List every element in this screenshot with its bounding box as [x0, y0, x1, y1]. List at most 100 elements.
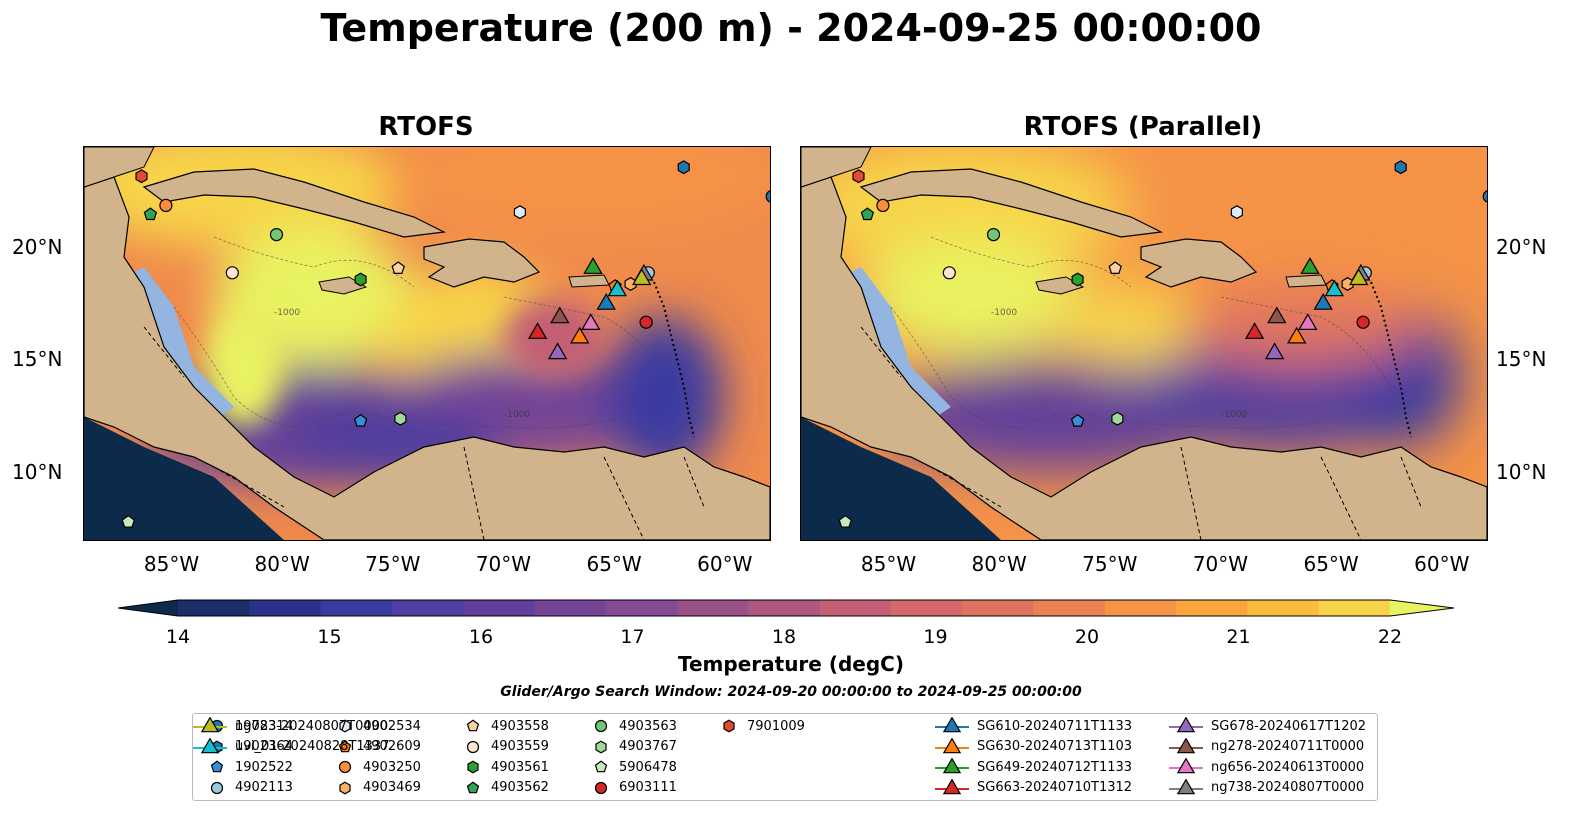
- legend-item: ng783-20240807T0000: [193, 716, 388, 736]
- marker-4903561[interactable]: [354, 272, 367, 287]
- marker-4903558[interactable]: [391, 261, 405, 275]
- contour-label: -1000: [1221, 410, 1247, 420]
- panel-title-rtofs-parallel: RTOFS (Parallel): [1023, 112, 1263, 142]
- marker-4902534[interactable]: [1230, 205, 1243, 220]
- jamaica: [1035, 276, 1085, 295]
- legend: 1902314 1902364 1902522 4902113 4902534 49026…: [192, 713, 1378, 801]
- legend-item: SG663-20240710T1312: [935, 778, 1132, 798]
- marker-5906478[interactable]: [838, 514, 852, 528]
- marker-4903561[interactable]: [1071, 272, 1084, 287]
- marker-uvi_01-20240828T1337[interactable]: [607, 279, 627, 297]
- colorbar-extend-min: [118, 600, 178, 616]
- marker-SG610-20240711T1133[interactable]: [596, 292, 616, 310]
- colorbar-segment: [320, 600, 393, 616]
- marker-SG678-20240617T1202[interactable]: [547, 342, 568, 360]
- lat-tick-label-right: 15°N: [1496, 347, 1547, 372]
- marker-4903250[interactable]: [159, 198, 173, 213]
- marker-4903563[interactable]: [986, 227, 1001, 242]
- marker-ng783-20240807T0000[interactable]: [632, 268, 652, 286]
- mainland: [801, 176, 1487, 540]
- map-panel-rtofs[interactable]: -1000 -1000: [83, 146, 771, 541]
- marker-SG610-20240711T1133[interactable]: [1313, 292, 1333, 310]
- marker-4903562[interactable]: [143, 207, 158, 221]
- marker-SG630-20240713T1103[interactable]: [570, 326, 590, 344]
- contour-label: -1000: [991, 308, 1017, 318]
- legend-label: 1902314: [235, 718, 293, 734]
- marker-4903767[interactable]: [394, 411, 407, 426]
- legend-label: 1902522: [235, 759, 293, 775]
- marker-SG649-20240712T1133[interactable]: [583, 257, 603, 274]
- marker-1902522[interactable]: [353, 413, 368, 427]
- cuba: [859, 168, 1164, 238]
- legend-label: 5906478: [619, 759, 677, 775]
- colorbar-segment: [819, 600, 892, 616]
- legend-marker-triangle-icon: [1169, 778, 1203, 794]
- legend-label: 4902534: [363, 718, 421, 734]
- marker-1902314[interactable]: [765, 190, 770, 203]
- map-panel-rtofs-parallel[interactable]: -1000 -1000: [800, 146, 1488, 541]
- marker-1902364[interactable]: [677, 160, 690, 175]
- lon-tick-label: 60°W: [697, 552, 753, 576]
- colorbar-segment: [890, 600, 963, 616]
- legend-marker-hexagon-icon: [595, 740, 607, 753]
- legend-label: SG663-20240710T1312: [977, 780, 1133, 795]
- marker-4902534[interactable]: [513, 205, 526, 220]
- legend-label: 7901009: [747, 718, 805, 734]
- lon-tick-label: 85°W: [860, 552, 917, 576]
- observation-markers: [121, 160, 770, 528]
- marker-4903767[interactable]: [1111, 411, 1124, 426]
- marker-4903559[interactable]: [225, 266, 239, 280]
- observation-markers: [838, 160, 1487, 528]
- marker-7901009[interactable]: [135, 169, 148, 184]
- florida-land: [84, 147, 155, 188]
- marker-ng278-20240711T0000[interactable]: [1267, 306, 1287, 324]
- marker-SG663-20240710T1312[interactable]: [527, 322, 548, 339]
- legend-marker-circle-icon: [210, 781, 224, 794]
- legend-marker-pentagon-icon: [338, 739, 352, 752]
- marker-1902522[interactable]: [1070, 413, 1085, 427]
- legend-label: 4902609: [363, 739, 421, 754]
- marker-5906478[interactable]: [121, 514, 135, 528]
- colorbar-segment: [1033, 600, 1106, 616]
- marker-ng783-20240807T0000[interactable]: [1349, 268, 1369, 286]
- legend-label: ng738-20240807T0000: [1211, 780, 1365, 795]
- marker-SG678-20240617T1202[interactable]: [1264, 342, 1285, 360]
- legend-label: 4903559: [491, 739, 549, 754]
- marker-SG649-20240712T1133[interactable]: [1300, 257, 1320, 274]
- marker-6903111[interactable]: [639, 315, 653, 329]
- lon-tick-label: 65°W: [1303, 552, 1359, 576]
- panel-title-rtofs: RTOFS: [378, 112, 474, 142]
- jamaica: [318, 276, 368, 295]
- colorbar-segment: [748, 600, 821, 616]
- legend-marker-hexagon-icon: [339, 781, 351, 794]
- map-canvas-rtofs: -1000 -1000: [84, 147, 770, 540]
- marker-7901009[interactable]: [852, 169, 865, 184]
- bathymetry-contour: [173, 236, 675, 429]
- marker-6903111[interactable]: [1356, 315, 1370, 329]
- colorbar-tick-label: 20: [1074, 626, 1100, 648]
- marker-ng656-20240613T0000[interactable]: [1298, 313, 1318, 330]
- marker-1902314[interactable]: [1482, 190, 1487, 203]
- marker-SG630-20240713T1103[interactable]: [1287, 326, 1307, 344]
- legend-item: 4902609: [335, 737, 421, 757]
- marker-4903562[interactable]: [860, 207, 875, 221]
- contour-label: -1000: [504, 410, 530, 420]
- legend-item: 6903111: [591, 778, 677, 798]
- legend-marker-triangle-icon: [193, 717, 227, 733]
- lat-tick-label-left: 20°N: [12, 235, 63, 260]
- marker-ng278-20240711T0000[interactable]: [550, 306, 570, 324]
- marker-uvi_01-20240828T1337[interactable]: [1324, 279, 1344, 297]
- marker-SG663-20240710T1312[interactable]: [1244, 322, 1265, 339]
- legend-label: SG649-20240712T1133: [977, 759, 1133, 775]
- marker-4903558[interactable]: [1108, 261, 1122, 275]
- marker-4903563[interactable]: [269, 227, 284, 242]
- colorbar-tick-label: 22: [1377, 626, 1403, 648]
- legend-label: SG610-20240711T1133: [977, 718, 1133, 734]
- search-window-text: Glider/Argo Search Window: 2024-09-20 00…: [500, 684, 1082, 700]
- marker-4903559[interactable]: [942, 266, 956, 280]
- colorbar-segment: [605, 600, 678, 616]
- marker-ng656-20240613T0000[interactable]: [581, 313, 601, 330]
- marker-1902364[interactable]: [1394, 160, 1407, 175]
- marker-4903250[interactable]: [876, 198, 890, 213]
- legend-marker-circle-icon: [594, 719, 608, 733]
